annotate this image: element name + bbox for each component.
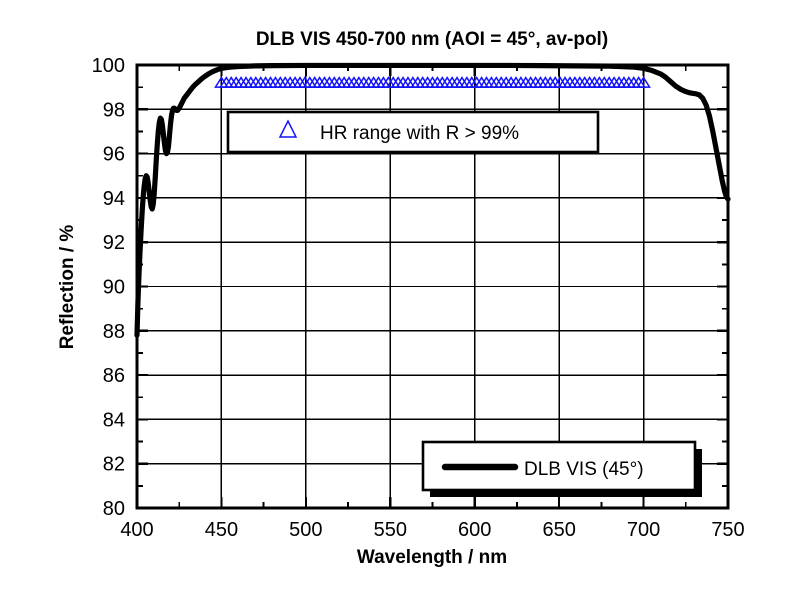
dlb-vis-reflection-curve xyxy=(134,62,731,338)
y-tick-label: 94 xyxy=(103,188,125,210)
x-tick-label: 650 xyxy=(542,519,575,541)
x-tick-label: 400 xyxy=(120,519,153,541)
hr-legend-box xyxy=(226,110,600,154)
x-tick-label: 700 xyxy=(627,519,660,541)
y-tick-label: 90 xyxy=(103,277,125,299)
y-tick-label: 82 xyxy=(103,454,125,476)
x-tick-label: 550 xyxy=(374,519,407,541)
y-tick-label: 86 xyxy=(103,365,125,387)
chart-title: DLB VIS 450-700 nm (AOI = 45°, av-pol) xyxy=(256,29,608,50)
y-tick-label: 98 xyxy=(103,99,125,121)
x-axis-title: Wavelength / nm xyxy=(357,547,507,568)
x-tick-label: 750 xyxy=(711,519,744,541)
y-tick-label: 80 xyxy=(103,498,125,520)
triangle-up-icon xyxy=(278,119,298,138)
hr-range-legend[interactable]: HR range with R > 99% xyxy=(226,110,600,154)
x-tick-label: 600 xyxy=(458,519,491,541)
y-tick-label: 92 xyxy=(103,232,125,254)
y-tick-label: 96 xyxy=(103,144,125,166)
x-tick-label: 500 xyxy=(289,519,322,541)
hr-legend-label: HR range with R > 99% xyxy=(320,123,519,144)
data-series-layer xyxy=(134,62,731,338)
y-axis-title: Reflection / % xyxy=(57,225,78,350)
y-axis-tick-labels: 80 82 84 86 88 90 92 94 96 98 100 xyxy=(92,55,125,520)
x-tick-label: 450 xyxy=(205,519,238,541)
y-tick-label: 100 xyxy=(92,55,125,77)
triangle-up-icon xyxy=(636,76,651,88)
x-axis-tick-labels: 400 450 500 550 600 650 700 750 xyxy=(120,519,744,541)
y-tick-label: 84 xyxy=(103,409,125,431)
plot-frame xyxy=(135,63,730,510)
y-tick-label: 88 xyxy=(103,321,125,343)
curve-legend[interactable]: DLB VIS (45°) xyxy=(421,440,702,497)
curve-legend-label: DLB VIS (45°) xyxy=(524,459,644,480)
hr-range-markers xyxy=(214,76,651,88)
